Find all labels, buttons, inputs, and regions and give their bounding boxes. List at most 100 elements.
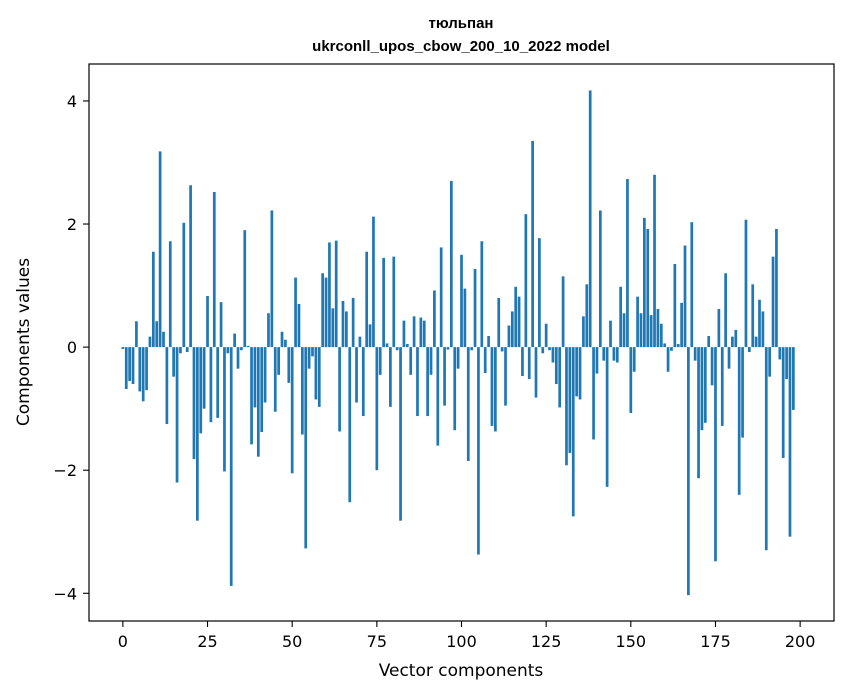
bar-182 <box>737 347 741 495</box>
bar-80 <box>392 256 396 348</box>
bar-100 <box>460 254 463 348</box>
bar-107 <box>483 347 487 373</box>
bar-155 <box>646 228 650 348</box>
bar-47 <box>280 331 284 348</box>
bar-16 <box>175 347 179 483</box>
bar-125 <box>544 323 548 348</box>
bar-69 <box>355 347 358 403</box>
chart-title: тюльпан <box>429 15 494 32</box>
bar-178 <box>724 273 727 348</box>
bar-161 <box>666 347 670 372</box>
x-tick-label: 50 <box>282 632 302 651</box>
bar-68 <box>351 297 355 348</box>
bar-114 <box>507 325 511 348</box>
bar-175 <box>714 347 717 562</box>
bar-40 <box>256 347 260 457</box>
bar-39 <box>253 347 257 408</box>
bar-89 <box>422 320 426 348</box>
bar-122 <box>534 347 538 398</box>
bar-118 <box>521 347 524 377</box>
bar-131 <box>565 347 568 466</box>
bar-192 <box>771 256 775 348</box>
bar-144 <box>609 320 612 348</box>
bar-174 <box>710 347 714 386</box>
bar-177 <box>720 347 724 426</box>
bar-66 <box>345 311 348 348</box>
bar-51 <box>294 277 297 348</box>
bar-6 <box>141 347 145 402</box>
bar-172 <box>703 347 707 423</box>
bar-117 <box>517 296 521 348</box>
bar-95 <box>443 347 446 406</box>
bar-169 <box>693 347 697 361</box>
bar-97 <box>449 180 453 348</box>
bar-124 <box>541 347 545 354</box>
bar-26 <box>209 347 213 423</box>
bar-109 <box>490 347 494 426</box>
bar-116 <box>514 286 518 348</box>
y-axis-ticks: −4 −2 0 2 4 <box>53 92 89 603</box>
bar-22 <box>196 347 199 521</box>
bar-series <box>121 90 795 596</box>
bar-153 <box>639 313 643 348</box>
bar-139 <box>592 347 595 440</box>
x-tick-label: 125 <box>531 632 562 651</box>
bar-133 <box>571 347 575 517</box>
bar-67 <box>348 347 352 503</box>
bar-55 <box>307 347 311 369</box>
bar-103 <box>470 347 474 351</box>
bar-74 <box>372 216 375 348</box>
bar-44 <box>270 210 274 348</box>
bar-136 <box>582 316 585 348</box>
bar-49 <box>287 347 291 383</box>
bar-33 <box>233 333 236 348</box>
bar-0 <box>121 347 125 349</box>
bar-165 <box>680 302 683 348</box>
bar-113 <box>504 347 507 406</box>
bar-92 <box>433 290 436 348</box>
bar-20 <box>189 185 192 348</box>
bar-188 <box>758 299 761 348</box>
bar-119 <box>524 214 528 348</box>
bar-158 <box>656 308 660 348</box>
bar-152 <box>636 296 639 348</box>
y-tick-label: 2 <box>67 215 77 234</box>
bar-63 <box>334 240 338 348</box>
bar-96 <box>446 347 450 350</box>
bar-168 <box>690 222 694 348</box>
bar-76 <box>378 347 382 375</box>
bar-147 <box>619 286 623 348</box>
bar-10 <box>155 321 159 348</box>
bar-12 <box>162 331 165 348</box>
plot-frame <box>88 63 835 622</box>
bar-72 <box>365 251 369 348</box>
bar-149 <box>626 179 629 348</box>
bar-83 <box>402 320 406 348</box>
bar-164 <box>676 344 680 348</box>
bar-163 <box>673 264 677 348</box>
bar-81 <box>395 347 399 351</box>
bar-25 <box>206 296 209 348</box>
bar-189 <box>761 311 765 348</box>
bar-1 <box>124 347 128 389</box>
chart-subtitle: ukrconll_upos_cbow_200_10_2022 model <box>312 38 610 55</box>
bar-134 <box>575 347 578 397</box>
y-tick-label: 4 <box>67 92 77 111</box>
bar-30 <box>223 347 226 472</box>
bar-127 <box>551 347 555 363</box>
bar-78 <box>385 343 389 348</box>
bar-183 <box>741 347 744 438</box>
bar-9 <box>151 251 155 348</box>
bar-157 <box>653 174 656 348</box>
y-tick-label: −2 <box>53 461 77 480</box>
bar-41 <box>260 347 264 433</box>
bar-104 <box>473 268 477 348</box>
x-tick-label: 25 <box>197 632 217 651</box>
bar-146 <box>615 347 619 363</box>
bar-42 <box>263 347 267 403</box>
bar-35 <box>240 347 243 351</box>
bar-86 <box>412 316 416 348</box>
bar-23 <box>199 347 203 434</box>
bar-167 <box>687 347 690 596</box>
bar-154 <box>643 217 646 348</box>
